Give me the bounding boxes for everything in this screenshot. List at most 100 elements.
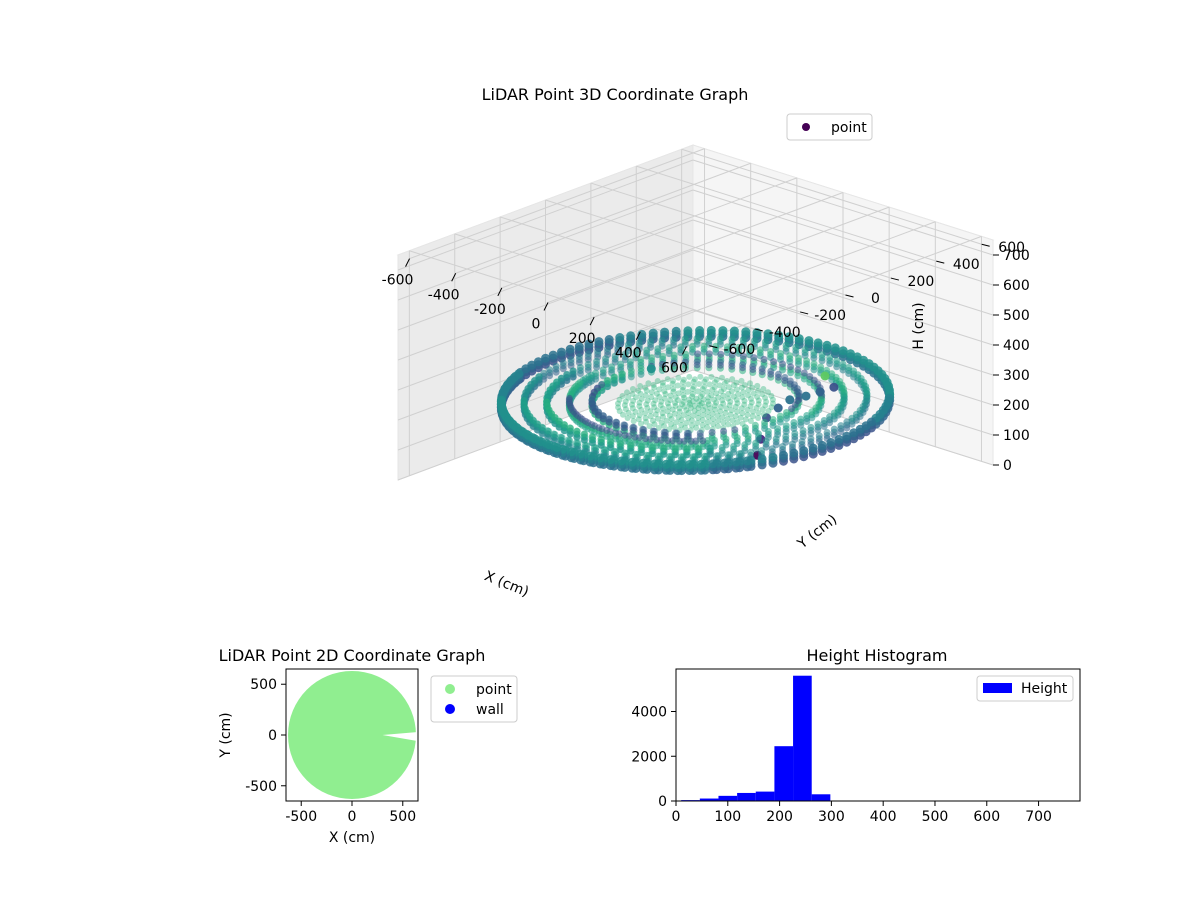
lidar-point <box>678 422 685 429</box>
lidar-point <box>552 443 562 452</box>
lidar-point <box>565 344 575 354</box>
lidar-point <box>679 387 686 393</box>
lidar-point <box>638 395 645 402</box>
lidar-point <box>673 419 680 426</box>
3d-y-tick <box>936 260 945 264</box>
lidar-point <box>700 396 707 403</box>
lidar-point <box>588 433 596 441</box>
3d-legend: point <box>786 113 873 141</box>
lidar-point <box>700 407 707 413</box>
lidar-point <box>597 435 605 443</box>
lidar-point <box>830 425 838 433</box>
lidar-point <box>682 424 688 431</box>
lidar-point <box>763 329 773 339</box>
lidar-point <box>629 401 636 408</box>
lidar-point <box>672 402 679 409</box>
lidar-point <box>817 363 825 371</box>
lidar-point <box>670 351 678 359</box>
lidar-point <box>650 381 657 388</box>
lidar-point <box>700 342 708 350</box>
lidar-point <box>744 411 751 418</box>
lidar-point <box>708 373 715 380</box>
lidar-point <box>797 415 805 423</box>
3d-x-tick <box>635 331 641 340</box>
3d-y-tick-label: -400 <box>769 325 801 341</box>
3d-x-tick-label: 200 <box>569 331 596 347</box>
lidar-point <box>750 390 757 397</box>
3d-z-tick-label: 700 <box>1003 248 1030 264</box>
3d-grid-z-left <box>397 279 694 391</box>
3d-chart-title: LiDAR Point 3D Coordinate Graph <box>482 85 749 104</box>
lidar-point <box>668 415 675 422</box>
lidar-point <box>606 455 616 465</box>
lidar-point <box>728 388 735 395</box>
lidar-point <box>679 401 685 408</box>
lidar-point <box>677 453 685 461</box>
lidar-point <box>627 367 635 375</box>
lidar-point <box>685 460 694 469</box>
3d-grid-z-left <box>397 159 694 271</box>
lidar-point <box>750 354 758 362</box>
lidar-point <box>708 392 715 399</box>
lidar-point <box>689 391 696 397</box>
lidar-point <box>584 339 594 349</box>
lidar-point <box>722 410 729 416</box>
lidar-point <box>681 358 689 366</box>
lidar-point <box>720 400 727 407</box>
lidar-point <box>620 411 626 418</box>
lidar-point <box>678 417 685 424</box>
lidar-point <box>611 352 619 360</box>
lidar-point <box>617 360 625 368</box>
3d-y-tick <box>845 294 854 298</box>
lidar-point <box>681 335 689 343</box>
lidar-point <box>687 401 693 408</box>
lidar-point <box>632 450 640 458</box>
lidar-point <box>616 408 623 415</box>
lidar-point <box>768 392 775 399</box>
lidar-point <box>676 405 683 412</box>
lidar-point <box>750 408 756 415</box>
lidar-point <box>614 343 622 350</box>
3d-grid-z-right <box>692 189 994 286</box>
histogram-x-tick-label: 300 <box>818 809 845 825</box>
lidar-point <box>724 415 731 422</box>
3d-x-tick <box>451 273 457 282</box>
lidar-point <box>643 401 650 408</box>
lidar-point <box>672 394 679 401</box>
lidar-point <box>573 427 581 435</box>
lidar-point <box>644 397 651 404</box>
lidar-point <box>718 443 726 451</box>
histogram-x-tick-label: 100 <box>714 809 741 825</box>
lidar-point <box>779 450 788 460</box>
histogram-y-tick-label: 4000 <box>631 705 667 721</box>
3d-x-tick-label: 400 <box>615 346 642 362</box>
lidar-point <box>625 341 632 349</box>
lidar-point <box>581 430 589 438</box>
lidar-point <box>712 452 720 460</box>
lidar-point <box>629 423 637 431</box>
lidar-point <box>800 369 808 377</box>
2d-point-cloud-area <box>288 671 416 799</box>
lidar-point <box>646 364 656 374</box>
lidar-point <box>642 435 649 443</box>
2d-x-axis-label: X (cm) <box>329 830 375 846</box>
lidar-point <box>782 432 790 440</box>
lidar-point <box>706 325 716 335</box>
lidar-point <box>697 373 704 380</box>
lidar-point <box>719 397 726 404</box>
lidar-point <box>795 354 802 362</box>
lidar-point <box>632 348 640 356</box>
lidar-point <box>830 409 838 417</box>
lidar-point <box>772 340 780 347</box>
histogram-bar <box>737 792 756 801</box>
lidar-point <box>567 424 574 432</box>
2d-legend: point wall <box>430 675 518 723</box>
lidar-point <box>675 437 683 445</box>
lidar-point <box>679 379 686 386</box>
lidar-point <box>697 393 704 400</box>
3d-y-tick-label: 0 <box>871 291 880 307</box>
lidar-point <box>818 351 826 359</box>
lidar-point <box>648 389 655 396</box>
lidar-point <box>680 398 687 405</box>
3d-z-tick-label: 300 <box>1003 368 1030 384</box>
